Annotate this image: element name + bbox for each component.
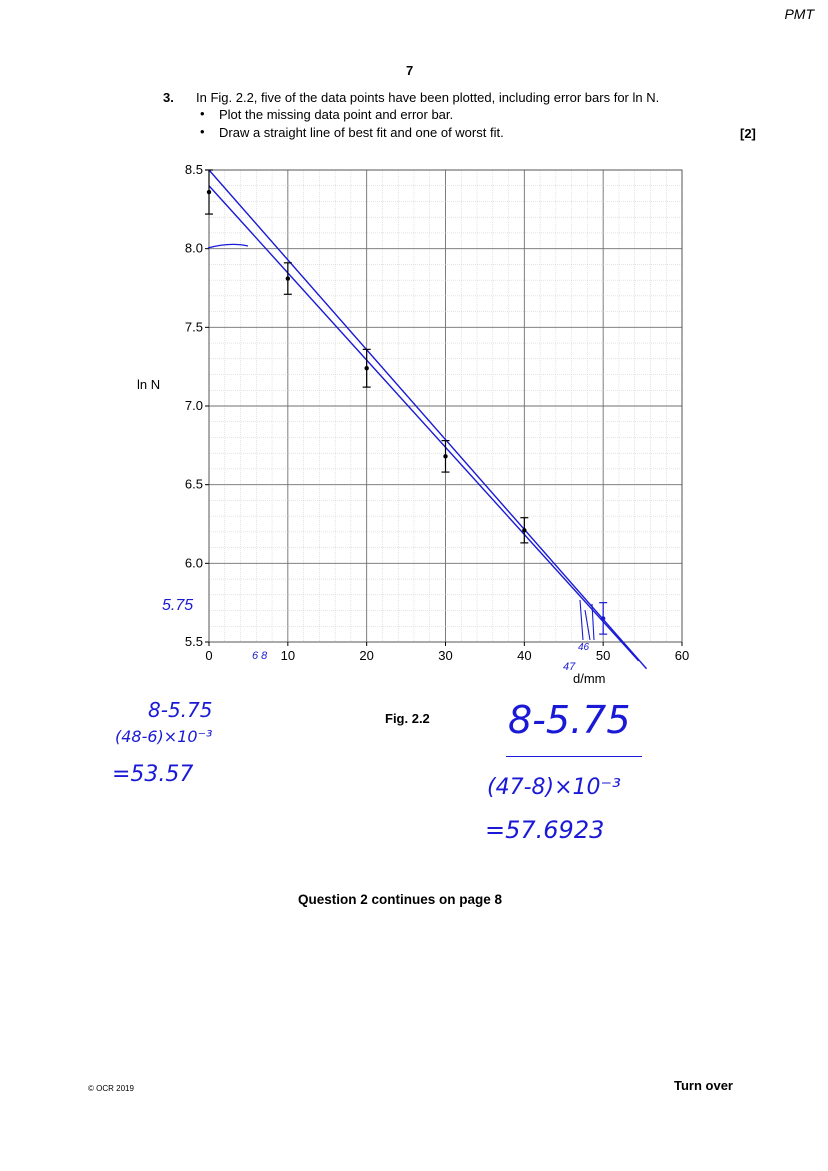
axis-tick-labels: 0 10 20 30 40 50 60 5.5 6.0 6.5 7.0 7.5 8.0 8.5 [185, 162, 689, 663]
turn-over: Turn over [674, 1078, 733, 1093]
y-axis-label: ln N [137, 377, 160, 392]
data-point [600, 616, 606, 621]
continues-note: Question 2 continues on page 8 [298, 892, 503, 907]
handwritten-curve [207, 243, 249, 249]
calc2-denominator: (47-8)×10⁻³ [487, 775, 621, 800]
x-tick-label: 30 [438, 648, 452, 663]
marks: [2] [740, 126, 756, 141]
handwritten-ticks-46: 46 [578, 642, 590, 653]
x-tick-label: 20 [359, 648, 373, 663]
copyright: © OCR 2019 [88, 1084, 134, 1093]
calc1-denominator: (48-6)×10⁻³ [115, 727, 213, 746]
x-axis-label: d/mm [573, 671, 606, 686]
fit-lines [208, 169, 648, 670]
data-point [206, 189, 212, 195]
y-tick-label: 8.0 [185, 241, 203, 256]
calc2-fraction-bar [506, 756, 642, 757]
calc1-result: =53.57 [112, 762, 194, 787]
data-point [285, 276, 291, 281]
fit-line [208, 169, 648, 670]
graph: 0 10 20 30 40 50 605.56.06.57.07.58.08.5 ln N … [137, 162, 689, 686]
y-tick-label: 8.5 [185, 162, 203, 177]
bullet-symbol: • [200, 124, 205, 139]
handwritten-tick-47: 47 [563, 661, 576, 673]
x-tick-label: 10 [281, 648, 295, 663]
data-point [364, 366, 369, 371]
x-tick-label: 40 [517, 648, 531, 663]
x-tick-label: 0 [205, 648, 212, 663]
fit-line [208, 185, 640, 662]
y-tick-label: 5.5 [185, 634, 203, 649]
handwritten-marks [579, 599, 595, 641]
data-point [522, 528, 527, 533]
graph-grid [208, 169, 683, 643]
handwritten-ticks-6-8: 6 8 [252, 650, 268, 662]
y-tick-label: 6.0 [185, 555, 203, 570]
pmt-watermark: PMT [784, 6, 814, 22]
data-point [443, 454, 448, 459]
calc2-result: =57.6923 [485, 816, 605, 844]
y-tick-label: 6.5 [185, 477, 203, 492]
question-intro: In Fig. 2.2, five of the data points hav… [196, 90, 660, 105]
x-tick-label: 50 [596, 648, 610, 663]
calc2-numerator: 8-5.75 [508, 698, 631, 742]
figure-caption: Fig. 2.2 [385, 711, 430, 726]
handwritten-575: 5.75 [162, 597, 193, 614]
bullet-1: Plot the missing data point and error ba… [219, 107, 454, 122]
x-tick-label: 60 [675, 648, 689, 663]
bullet-2: Draw a straight line of best fit and one… [219, 125, 504, 140]
page-number: 7 [406, 63, 414, 78]
y-tick-label: 7.5 [185, 319, 203, 334]
bullet-symbol: • [200, 106, 205, 121]
data-points [205, 169, 608, 635]
calc1-numerator: 8-5.75 [148, 698, 213, 722]
question-number: 3. [163, 90, 174, 105]
y-tick-label: 7.0 [185, 398, 203, 413]
